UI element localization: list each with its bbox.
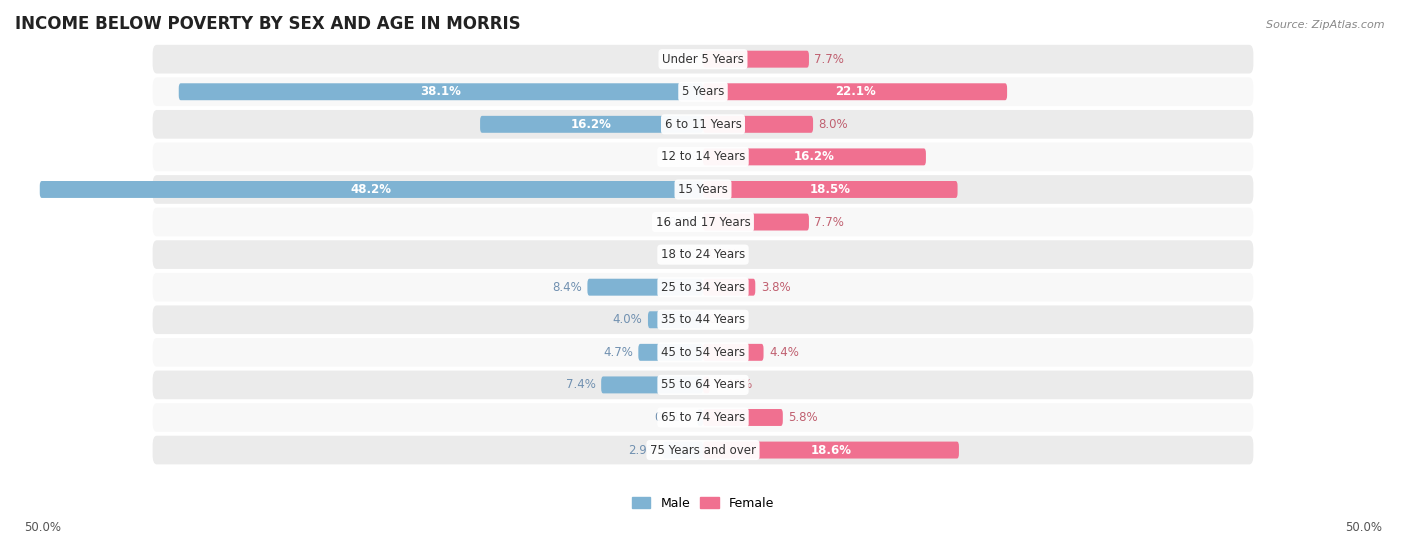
FancyBboxPatch shape xyxy=(153,77,1253,106)
FancyBboxPatch shape xyxy=(153,110,1253,139)
Text: Source: ZipAtlas.com: Source: ZipAtlas.com xyxy=(1267,20,1385,30)
Text: 18.6%: 18.6% xyxy=(810,443,852,457)
FancyBboxPatch shape xyxy=(664,442,703,458)
FancyBboxPatch shape xyxy=(703,344,763,361)
Text: 0.0%: 0.0% xyxy=(668,216,697,229)
Text: 5 Years: 5 Years xyxy=(682,86,724,98)
FancyBboxPatch shape xyxy=(153,240,1253,269)
Text: 22.1%: 22.1% xyxy=(835,86,876,98)
Text: Under 5 Years: Under 5 Years xyxy=(662,53,744,65)
Text: 0.0%: 0.0% xyxy=(709,248,738,261)
FancyBboxPatch shape xyxy=(703,279,755,296)
FancyBboxPatch shape xyxy=(602,376,703,394)
FancyBboxPatch shape xyxy=(703,51,808,68)
Text: 18 to 24 Years: 18 to 24 Years xyxy=(661,248,745,261)
Text: 3.8%: 3.8% xyxy=(761,281,790,293)
FancyBboxPatch shape xyxy=(648,311,703,328)
FancyBboxPatch shape xyxy=(703,376,710,394)
Text: 48.2%: 48.2% xyxy=(352,183,392,196)
FancyBboxPatch shape xyxy=(153,435,1253,465)
Text: 50.0%: 50.0% xyxy=(1346,521,1382,534)
FancyBboxPatch shape xyxy=(703,83,1007,100)
Text: 16.2%: 16.2% xyxy=(794,150,835,163)
FancyBboxPatch shape xyxy=(153,305,1253,334)
FancyBboxPatch shape xyxy=(638,344,703,361)
Text: 25 to 34 Years: 25 to 34 Years xyxy=(661,281,745,293)
Text: 5.8%: 5.8% xyxy=(789,411,818,424)
Text: 15 Years: 15 Years xyxy=(678,183,728,196)
FancyBboxPatch shape xyxy=(153,208,1253,236)
Text: 65 to 74 Years: 65 to 74 Years xyxy=(661,411,745,424)
FancyBboxPatch shape xyxy=(703,181,957,198)
Text: 35 to 44 Years: 35 to 44 Years xyxy=(661,313,745,326)
Text: 0.41%: 0.41% xyxy=(655,411,692,424)
Text: 0.0%: 0.0% xyxy=(668,150,697,163)
FancyBboxPatch shape xyxy=(703,116,813,133)
Text: 55 to 64 Years: 55 to 64 Years xyxy=(661,378,745,391)
Text: 0.49%: 0.49% xyxy=(716,378,752,391)
Text: 8.4%: 8.4% xyxy=(553,281,582,293)
FancyBboxPatch shape xyxy=(179,83,703,100)
Text: 16 and 17 Years: 16 and 17 Years xyxy=(655,216,751,229)
FancyBboxPatch shape xyxy=(153,338,1253,367)
FancyBboxPatch shape xyxy=(703,149,927,165)
Text: 12 to 14 Years: 12 to 14 Years xyxy=(661,150,745,163)
Text: 7.4%: 7.4% xyxy=(565,378,596,391)
Text: 50.0%: 50.0% xyxy=(24,521,60,534)
Text: 4.0%: 4.0% xyxy=(613,313,643,326)
FancyBboxPatch shape xyxy=(703,214,808,230)
FancyBboxPatch shape xyxy=(153,175,1253,204)
Text: 75 Years and over: 75 Years and over xyxy=(650,443,756,457)
Text: 0.0%: 0.0% xyxy=(668,53,697,65)
Text: 7.7%: 7.7% xyxy=(814,53,845,65)
Text: 18.5%: 18.5% xyxy=(810,183,851,196)
Legend: Male, Female: Male, Female xyxy=(627,492,779,515)
Text: 8.0%: 8.0% xyxy=(818,118,848,131)
FancyBboxPatch shape xyxy=(153,403,1253,432)
Text: 45 to 54 Years: 45 to 54 Years xyxy=(661,346,745,359)
FancyBboxPatch shape xyxy=(479,116,703,133)
FancyBboxPatch shape xyxy=(153,143,1253,171)
FancyBboxPatch shape xyxy=(703,442,959,458)
Text: 2.9%: 2.9% xyxy=(627,443,658,457)
Text: 0.0%: 0.0% xyxy=(668,248,697,261)
Text: INCOME BELOW POVERTY BY SEX AND AGE IN MORRIS: INCOME BELOW POVERTY BY SEX AND AGE IN M… xyxy=(15,15,520,33)
Text: 7.7%: 7.7% xyxy=(814,216,845,229)
Text: 0.0%: 0.0% xyxy=(709,313,738,326)
FancyBboxPatch shape xyxy=(697,409,703,426)
FancyBboxPatch shape xyxy=(703,409,783,426)
FancyBboxPatch shape xyxy=(153,371,1253,399)
Text: 4.7%: 4.7% xyxy=(603,346,633,359)
FancyBboxPatch shape xyxy=(153,273,1253,301)
Text: 6 to 11 Years: 6 to 11 Years xyxy=(665,118,741,131)
Text: 4.4%: 4.4% xyxy=(769,346,799,359)
Text: 38.1%: 38.1% xyxy=(420,86,461,98)
FancyBboxPatch shape xyxy=(153,45,1253,73)
FancyBboxPatch shape xyxy=(39,181,703,198)
FancyBboxPatch shape xyxy=(588,279,703,296)
Text: 16.2%: 16.2% xyxy=(571,118,612,131)
